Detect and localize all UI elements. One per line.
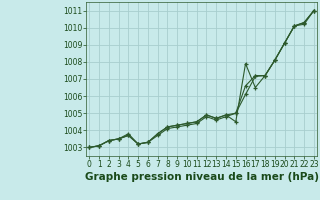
X-axis label: Graphe pression niveau de la mer (hPa): Graphe pression niveau de la mer (hPa) — [84, 172, 319, 182]
